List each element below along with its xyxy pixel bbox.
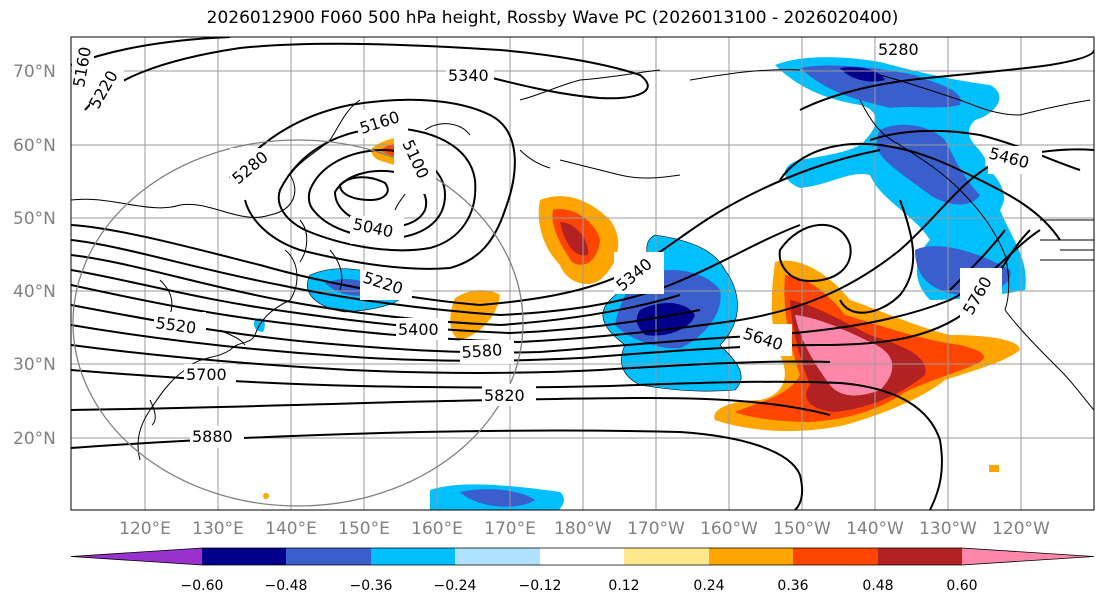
colorbar-swatch — [455, 548, 540, 565]
colorbar-swatch — [793, 548, 878, 565]
colorbar-swatch — [286, 548, 371, 565]
contour-label: 5340 — [448, 66, 489, 85]
lon-label: 120°E — [119, 519, 171, 539]
colorbar-tick-label: 0.48 — [862, 578, 893, 594]
range-circle — [72, 139, 524, 507]
colorbar-swatch — [202, 548, 286, 565]
colorbar-swatch — [709, 548, 793, 565]
colorbar-ticks: −0.60 −0.48 −0.36 −0.24 −0.12 0.12 0.24 … — [181, 578, 978, 594]
colorbar-tick-label: 0.24 — [693, 578, 724, 594]
contour-label-group: 5160 5220 5280 5340 5160 5100 5040 5220 … — [71, 40, 1042, 448]
colorbar: −0.60 −0.48 −0.36 −0.24 −0.12 0.12 0.24 … — [70, 547, 1095, 594]
lon-label: 150°E — [338, 519, 390, 539]
colorbar-tick-label: −0.36 — [350, 578, 393, 594]
colorbar-outline — [70, 547, 1095, 566]
lon-label: 140°W — [846, 519, 904, 539]
colorbar-tick-label: −0.12 — [519, 578, 562, 594]
coastlines — [71, 69, 1094, 461]
colorbar-tick-label: −0.48 — [265, 578, 308, 594]
colorbar-tick-label: 0.12 — [608, 578, 639, 594]
lat-label: 20°N — [13, 429, 56, 449]
lon-label: 170°E — [484, 519, 536, 539]
lon-label: 160°E — [411, 519, 463, 539]
lon-label: 150°W — [773, 519, 831, 539]
lon-label: 120°W — [992, 519, 1050, 539]
anomaly-shading — [253, 57, 1026, 510]
contour-label: 5280 — [878, 40, 919, 59]
contour-label: 5880 — [192, 427, 233, 446]
lon-label: 170°W — [627, 519, 685, 539]
colorbar-tick-label: 0.36 — [777, 578, 808, 594]
colorbar-swatch — [71, 548, 202, 565]
lon-label: 130°W — [919, 519, 977, 539]
longitude-labels: 120°E 130°E 140°E 150°E 160°E 170°E 180°… — [119, 519, 1050, 539]
lat-label: 50°N — [13, 209, 56, 229]
lat-label: 60°N — [13, 136, 56, 156]
contour-label: 5700 — [186, 365, 227, 384]
contour-label: 5400 — [398, 320, 439, 339]
map-title: 2026012900 F060 500 hPa height, Rossby W… — [206, 8, 899, 28]
colorbar-swatch — [878, 548, 962, 565]
colorbar-swatch — [371, 548, 455, 565]
contour-label: 5820 — [484, 386, 525, 405]
colorbar-swatches — [70, 547, 1095, 566]
lat-label: 40°N — [13, 282, 56, 302]
contour-label: 5580 — [461, 340, 503, 362]
latitude-labels: 70°N 60°N 50°N 40°N 30°N 20°N — [13, 62, 56, 449]
colorbar-tick-label: −0.24 — [434, 578, 477, 594]
colorbar-swatch — [624, 548, 709, 565]
lon-label: 130°E — [192, 519, 244, 539]
colorbar-tick-label: −0.60 — [181, 578, 224, 594]
lat-label: 30°N — [13, 355, 56, 375]
lon-label: 160°W — [700, 519, 758, 539]
colorbar-swatch — [962, 548, 1094, 565]
lon-label: 140°E — [265, 519, 317, 539]
colorbar-tick-label: 0.60 — [946, 578, 977, 594]
lon-label: 180°W — [554, 519, 612, 539]
colorbar-swatch — [540, 548, 624, 565]
lat-label: 70°N — [13, 62, 56, 82]
map-frame — [70, 36, 1095, 511]
